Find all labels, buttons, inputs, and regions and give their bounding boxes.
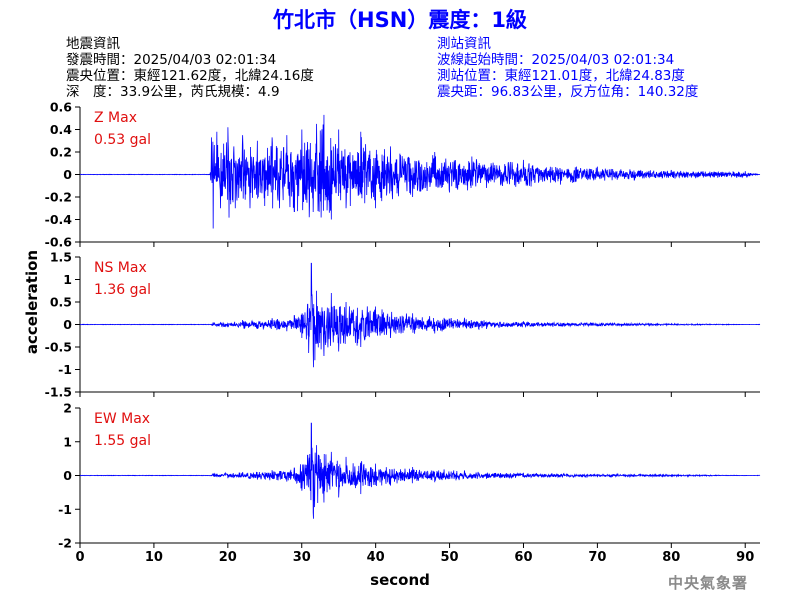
x-tick-label: 0 — [75, 550, 84, 565]
x-tick-label: 10 — [145, 550, 163, 565]
x-tick-label: 60 — [514, 550, 532, 565]
earthquake-time: 發震時間：2025/04/03 02:01:34 — [66, 52, 277, 68]
chart-title: 竹北市（HSN）震度：1級 — [273, 8, 527, 32]
max-label: EW Max — [94, 411, 150, 427]
max-value: 1.36 gal — [94, 282, 151, 298]
y-axis-label: acceleration — [23, 250, 41, 354]
y-tick-label: -0.4 — [45, 212, 73, 227]
max-value: 1.55 gal — [94, 433, 151, 449]
panel-ns: -1.5 -1 -0.5 0 0.5 1 1.5 NS Max 1.36 gal — [45, 250, 761, 400]
y-tick-label: 0 — [63, 167, 72, 182]
waveform-z — [79, 114, 761, 229]
max-value: 0.53 gal — [94, 132, 151, 148]
waveform-onset-time: 波線起始時間：2025/04/03 02:01:34 — [437, 52, 675, 68]
y-tick-label: 0 — [63, 468, 72, 483]
y-tick-label: 0.2 — [50, 145, 72, 160]
cwa-watermark: 中央氣象署 — [667, 574, 748, 592]
panel-z: -0.6 -0.4 -0.2 0 0.2 0.4 0.6 Z Max 0.53 gal — [45, 100, 761, 250]
panel-ew: -2 -1 0 1 2 EW Max 1.55 gal — [58, 401, 761, 551]
y-tick-label: 1 — [63, 272, 72, 287]
max-label: Z Max — [94, 110, 137, 126]
max-label: NS Max — [94, 260, 147, 276]
y-tick-label: 0.5 — [50, 295, 72, 310]
y-tick-label: 1 — [63, 434, 72, 449]
y-tick-label: -2 — [58, 536, 72, 551]
station-info-heading: 測站資訊 — [437, 36, 491, 52]
x-tick-label: 90 — [736, 550, 754, 565]
y-tick-label: 0.6 — [50, 100, 72, 115]
x-tick-label: 20 — [219, 550, 237, 565]
epicenter-location: 震央位置：東經121.62度，北緯24.16度 — [66, 68, 314, 84]
x-tick-label: 30 — [293, 550, 311, 565]
y-tick-label: -0.5 — [45, 340, 72, 355]
depth-magnitude: 深 度：33.9公里，芮氏規模：4.9 — [66, 84, 280, 100]
y-tick-label: 0 — [63, 317, 72, 332]
earthquake-info: 地震資訊 發震時間：2025/04/03 02:01:34 震央位置：東經121… — [66, 36, 314, 100]
station-info: 測站資訊 波線起始時間：2025/04/03 02:01:34 測站位置：東經1… — [437, 36, 698, 100]
earthquake-info-heading: 地震資訊 — [66, 36, 120, 52]
y-tick-label: -0.6 — [45, 235, 73, 250]
y-tick-label: 1.5 — [50, 250, 72, 265]
waveform-ns — [79, 262, 761, 368]
y-tick-label: -1.5 — [45, 385, 72, 400]
epicentral-distance-azimuth: 震央距：96.83公里，反方位角：140.32度 — [437, 84, 699, 100]
x-tick-label: 40 — [367, 550, 385, 565]
waveform-ew — [79, 422, 761, 519]
station-location: 測站位置：東經121.01度，北緯24.83度 — [437, 68, 685, 84]
y-tick-label: 0.4 — [50, 122, 72, 137]
x-tick-label: 80 — [662, 550, 680, 565]
y-tick-label: -1 — [58, 362, 72, 377]
x-tick-label: 50 — [441, 550, 459, 565]
y-tick-label: 2 — [63, 401, 72, 416]
x-tick-label: 70 — [588, 550, 606, 565]
y-tick-label: -1 — [58, 502, 72, 517]
y-tick-label: -0.2 — [45, 190, 72, 205]
x-axis-label: second — [370, 571, 430, 589]
